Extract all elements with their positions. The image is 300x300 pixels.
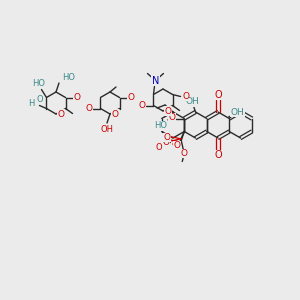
Text: OH: OH	[230, 108, 244, 117]
Text: O: O	[86, 104, 93, 113]
Text: HO: HO	[62, 73, 75, 82]
Text: O: O	[73, 93, 80, 102]
Text: O: O	[36, 95, 43, 104]
Text: O: O	[214, 150, 222, 160]
Text: O: O	[169, 113, 176, 122]
Text: O: O	[139, 101, 146, 110]
Text: HO: HO	[154, 122, 167, 130]
Text: OH: OH	[186, 98, 200, 106]
Text: O: O	[182, 92, 189, 101]
Text: O: O	[111, 110, 118, 119]
Text: O: O	[174, 141, 181, 150]
Text: H: H	[28, 99, 34, 108]
Text: N: N	[152, 76, 159, 85]
Text: O: O	[164, 133, 171, 142]
Text: OH: OH	[100, 124, 113, 134]
Text: O: O	[156, 143, 163, 152]
Text: O: O	[57, 110, 64, 119]
Text: O: O	[214, 90, 222, 100]
Text: O: O	[127, 93, 134, 102]
Text: O: O	[163, 138, 170, 147]
Text: O: O	[181, 149, 188, 158]
Text: HO: HO	[32, 79, 45, 88]
Text: O: O	[164, 107, 171, 116]
